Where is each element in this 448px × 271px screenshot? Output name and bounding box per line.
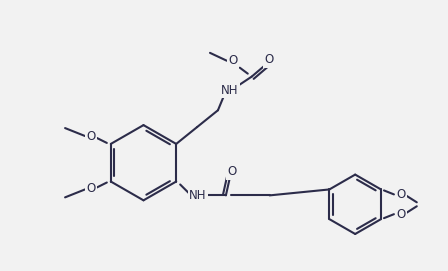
Text: O: O [227,165,237,178]
Text: O: O [228,54,237,67]
Text: O: O [396,208,405,221]
Text: NH: NH [190,189,207,202]
Text: NH: NH [221,84,239,97]
Text: O: O [86,130,95,143]
Text: O: O [396,188,405,201]
Text: O: O [86,182,95,195]
Text: O: O [264,53,273,66]
